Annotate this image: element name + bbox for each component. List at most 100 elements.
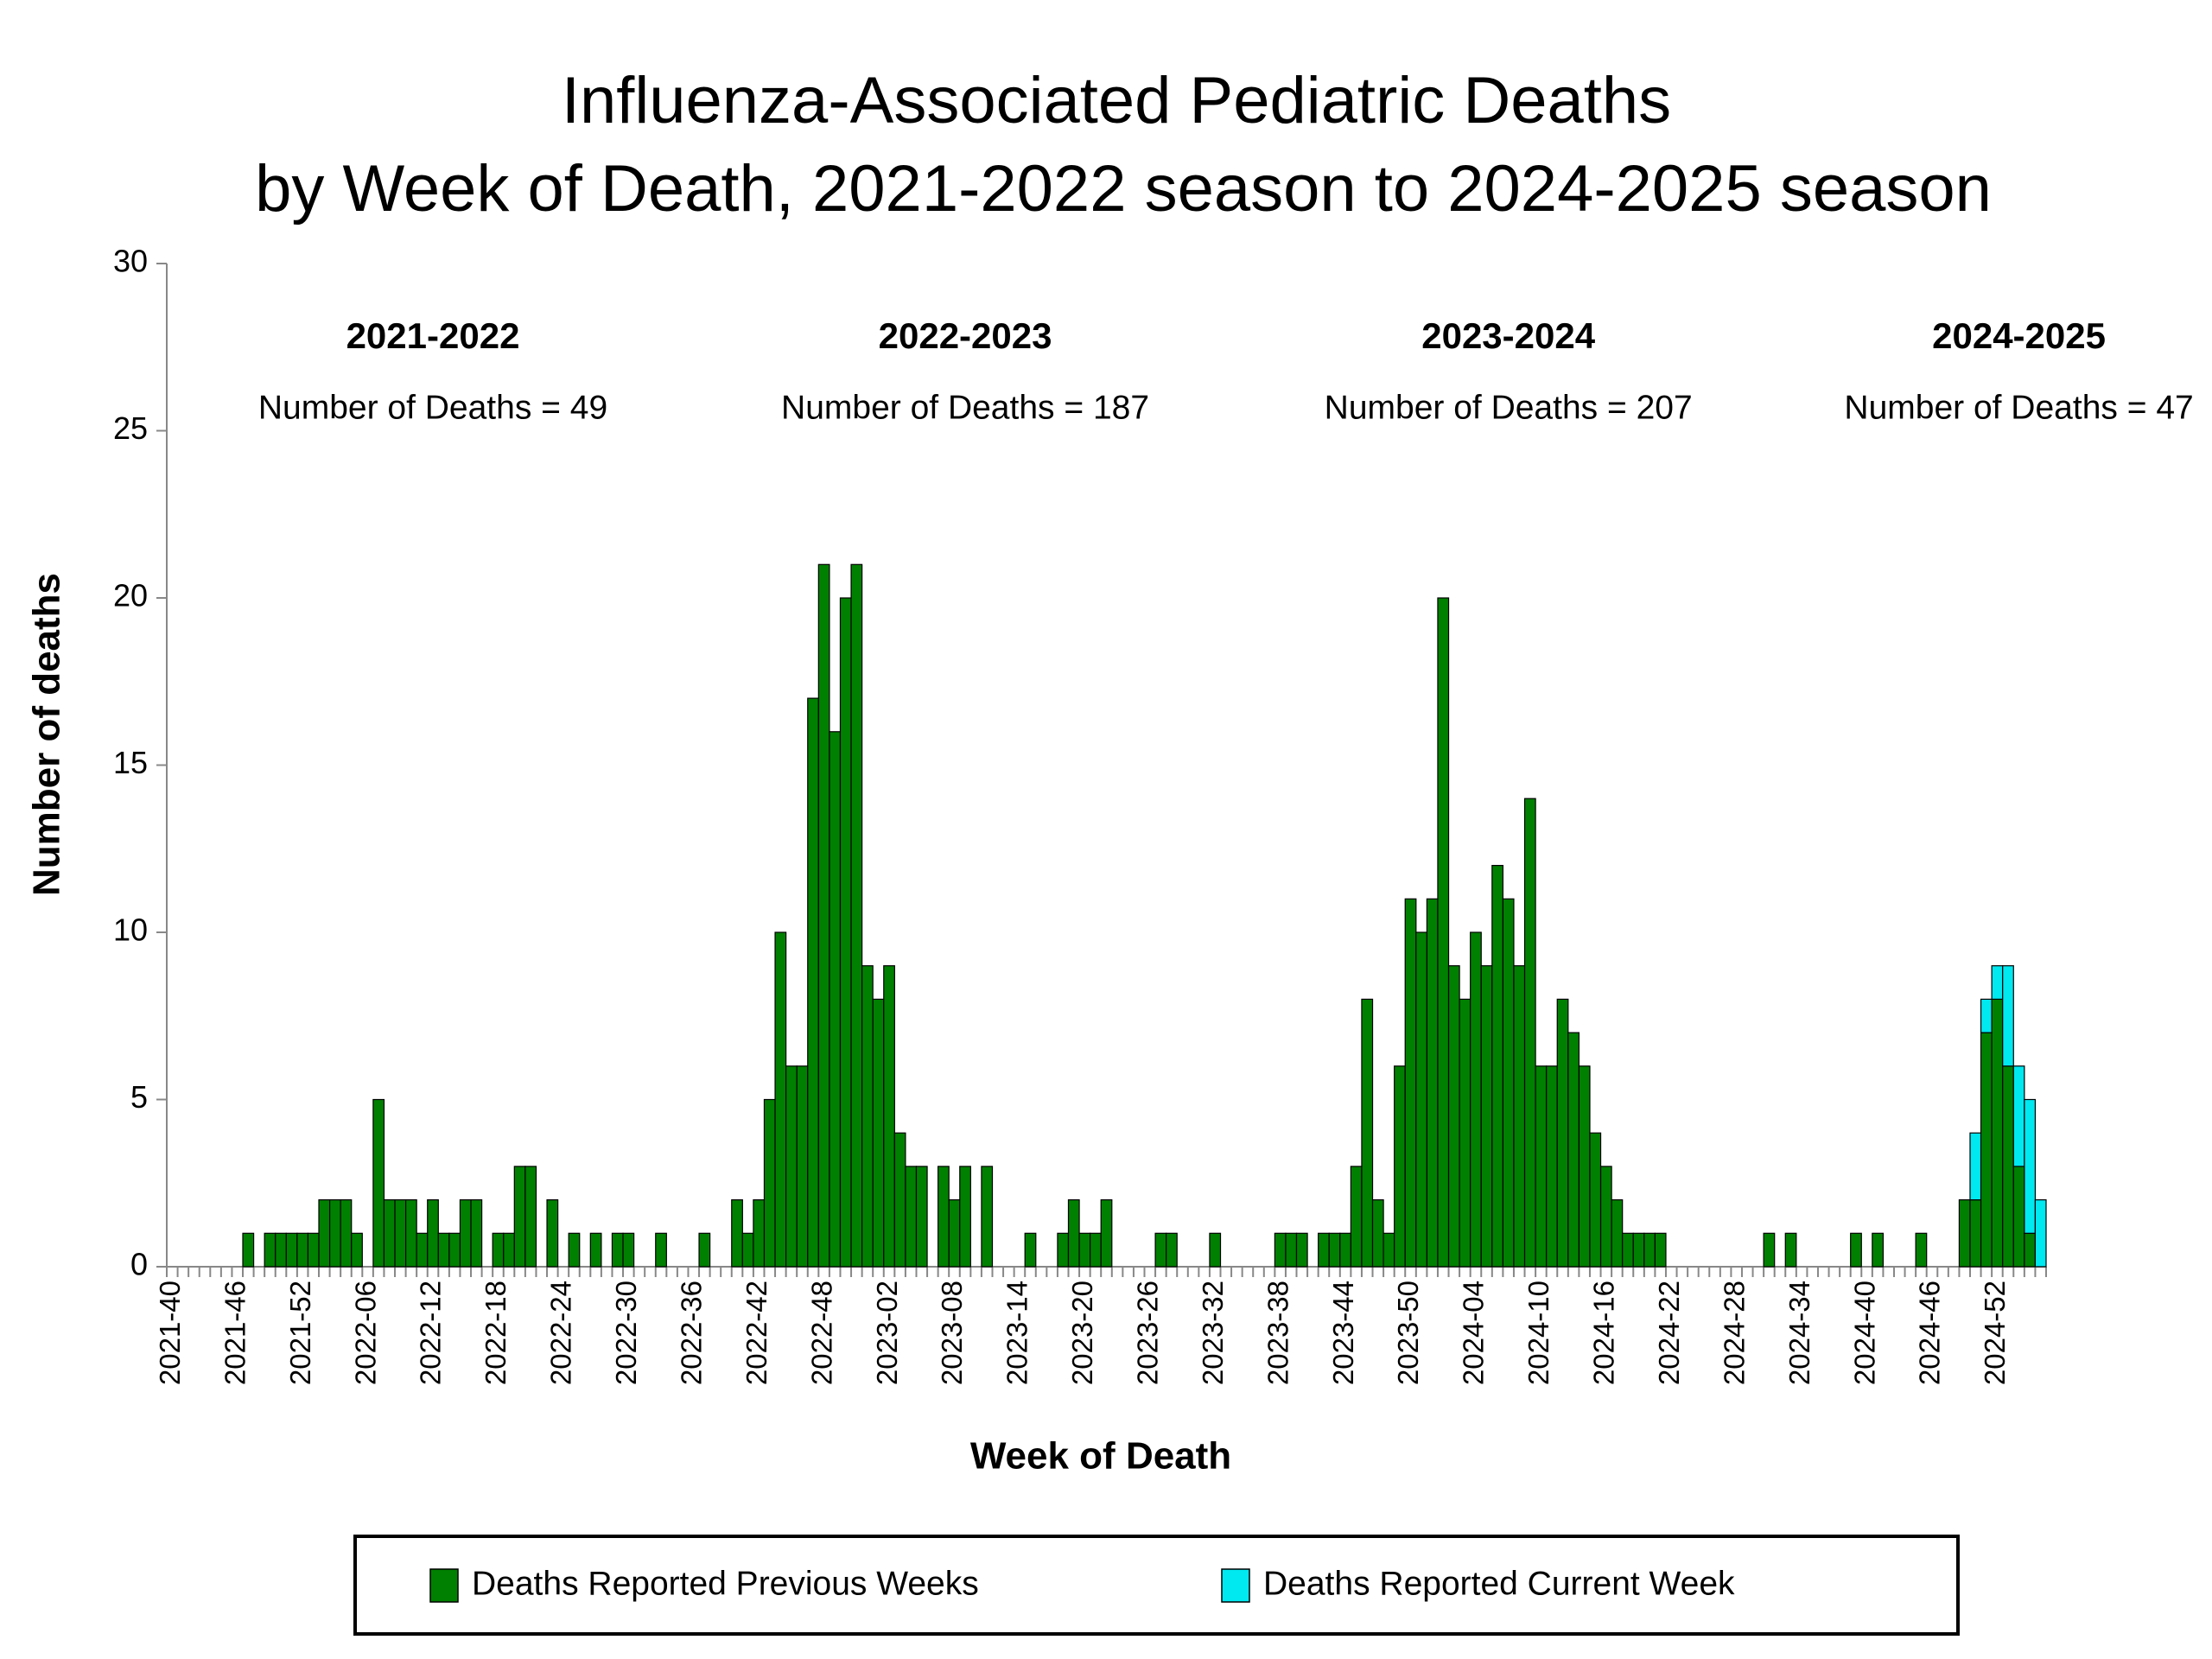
bar xyxy=(1166,1232,1178,1268)
bar xyxy=(470,1198,483,1268)
bar xyxy=(981,1166,994,1268)
bar xyxy=(568,1232,581,1268)
bar xyxy=(2012,1065,2025,1167)
bar xyxy=(774,931,787,1268)
season-total: Number of Deaths = 49 xyxy=(258,389,607,426)
bar xyxy=(1394,1065,1406,1268)
x-tick-label: 2022-12 xyxy=(415,1281,447,1385)
y-tick-label: 10 xyxy=(113,912,148,948)
bar xyxy=(741,1232,754,1268)
x-tick-label: 2024-28 xyxy=(1718,1281,1750,1385)
bar xyxy=(655,1232,667,1268)
bar xyxy=(1100,1198,1113,1268)
x-tick-label: 2023-32 xyxy=(1197,1281,1229,1385)
x-tick-label: 2022-48 xyxy=(805,1281,837,1385)
bar xyxy=(383,1198,396,1268)
bar xyxy=(893,1132,906,1268)
bar xyxy=(1643,1232,1656,1268)
bar xyxy=(938,1166,950,1268)
season-title: 2021-2022 xyxy=(346,315,520,356)
bar xyxy=(785,1065,798,1268)
bar xyxy=(492,1232,505,1268)
bar xyxy=(1404,898,1417,1268)
bar xyxy=(1850,1232,1862,1268)
bar xyxy=(1154,1232,1167,1268)
x-tick-label: 2024-22 xyxy=(1653,1281,1685,1385)
bar xyxy=(394,1198,407,1268)
season-total: Number of Deaths = 187 xyxy=(781,389,1149,426)
bar xyxy=(1763,1232,1776,1268)
x-tick-label: 2023-08 xyxy=(936,1281,968,1385)
bar xyxy=(1274,1232,1287,1268)
bar xyxy=(524,1166,537,1268)
bar xyxy=(1872,1232,1885,1268)
bar xyxy=(1546,1065,1558,1268)
bar xyxy=(915,1166,928,1268)
bar xyxy=(817,563,830,1268)
bar xyxy=(1447,965,1460,1268)
x-tick-label: 2023-14 xyxy=(1001,1281,1033,1385)
x-tick-label: 2022-18 xyxy=(480,1281,512,1385)
season-title: 2023-2024 xyxy=(1421,315,1595,356)
bar xyxy=(1622,1232,1634,1268)
bar xyxy=(959,1166,971,1268)
bar xyxy=(546,1198,559,1268)
bar xyxy=(1295,1232,1308,1268)
bar xyxy=(448,1232,461,1268)
bar xyxy=(2024,1098,2037,1234)
bar xyxy=(1589,1132,1602,1268)
legend-label: Deaths Reported Current Week xyxy=(1263,1565,1735,1602)
bar xyxy=(872,998,885,1268)
bar xyxy=(1523,798,1536,1268)
x-tick-label: 2024-40 xyxy=(1848,1281,1880,1385)
x-tick-label: 2024-46 xyxy=(1914,1281,1946,1385)
bar xyxy=(1426,898,1439,1268)
bar xyxy=(2034,1198,2047,1268)
bar xyxy=(2024,1232,2037,1268)
bar xyxy=(698,1232,711,1268)
bar xyxy=(1969,1198,1982,1268)
bar xyxy=(948,1198,961,1268)
bar xyxy=(1980,998,1993,1033)
chart-title: by Week of Death, 2021-2022 season to 20… xyxy=(255,152,1992,226)
y-tick-label: 25 xyxy=(113,410,148,446)
bar xyxy=(850,563,863,1268)
bar xyxy=(2002,1065,2014,1268)
x-tick-label: 2024-04 xyxy=(1458,1281,1490,1385)
x-tick-label: 2022-30 xyxy=(610,1281,642,1385)
bar xyxy=(1991,965,2004,1000)
bar xyxy=(861,965,874,1268)
legend-swatch xyxy=(429,1568,459,1603)
x-tick-label: 2023-50 xyxy=(1392,1281,1424,1385)
bar xyxy=(883,965,895,1268)
bar xyxy=(1339,1232,1351,1268)
bar xyxy=(351,1232,363,1268)
legend-swatch xyxy=(1221,1568,1250,1603)
bar xyxy=(1361,998,1374,1268)
y-tick-label: 30 xyxy=(113,244,148,279)
bar xyxy=(2012,1166,2025,1268)
bar xyxy=(829,731,842,1268)
x-tick-label: 2022-42 xyxy=(741,1281,772,1385)
y-tick-label: 15 xyxy=(113,745,148,780)
bar xyxy=(1654,1232,1667,1268)
season-total: Number of Deaths = 207 xyxy=(1325,389,1693,426)
bar xyxy=(1382,1232,1395,1268)
bar xyxy=(1480,965,1493,1268)
x-tick-label: 2021-40 xyxy=(154,1281,186,1385)
bar xyxy=(1535,1065,1548,1268)
bar xyxy=(1318,1232,1330,1268)
bar xyxy=(622,1232,635,1268)
bar xyxy=(285,1232,298,1268)
bar xyxy=(589,1232,602,1268)
bar xyxy=(275,1232,287,1268)
bar xyxy=(1599,1166,1612,1268)
bar xyxy=(416,1232,429,1268)
bar xyxy=(1209,1232,1222,1268)
bar xyxy=(2002,965,2014,1067)
bar xyxy=(796,1065,809,1268)
bar xyxy=(1991,998,2004,1268)
bar xyxy=(753,1198,766,1268)
